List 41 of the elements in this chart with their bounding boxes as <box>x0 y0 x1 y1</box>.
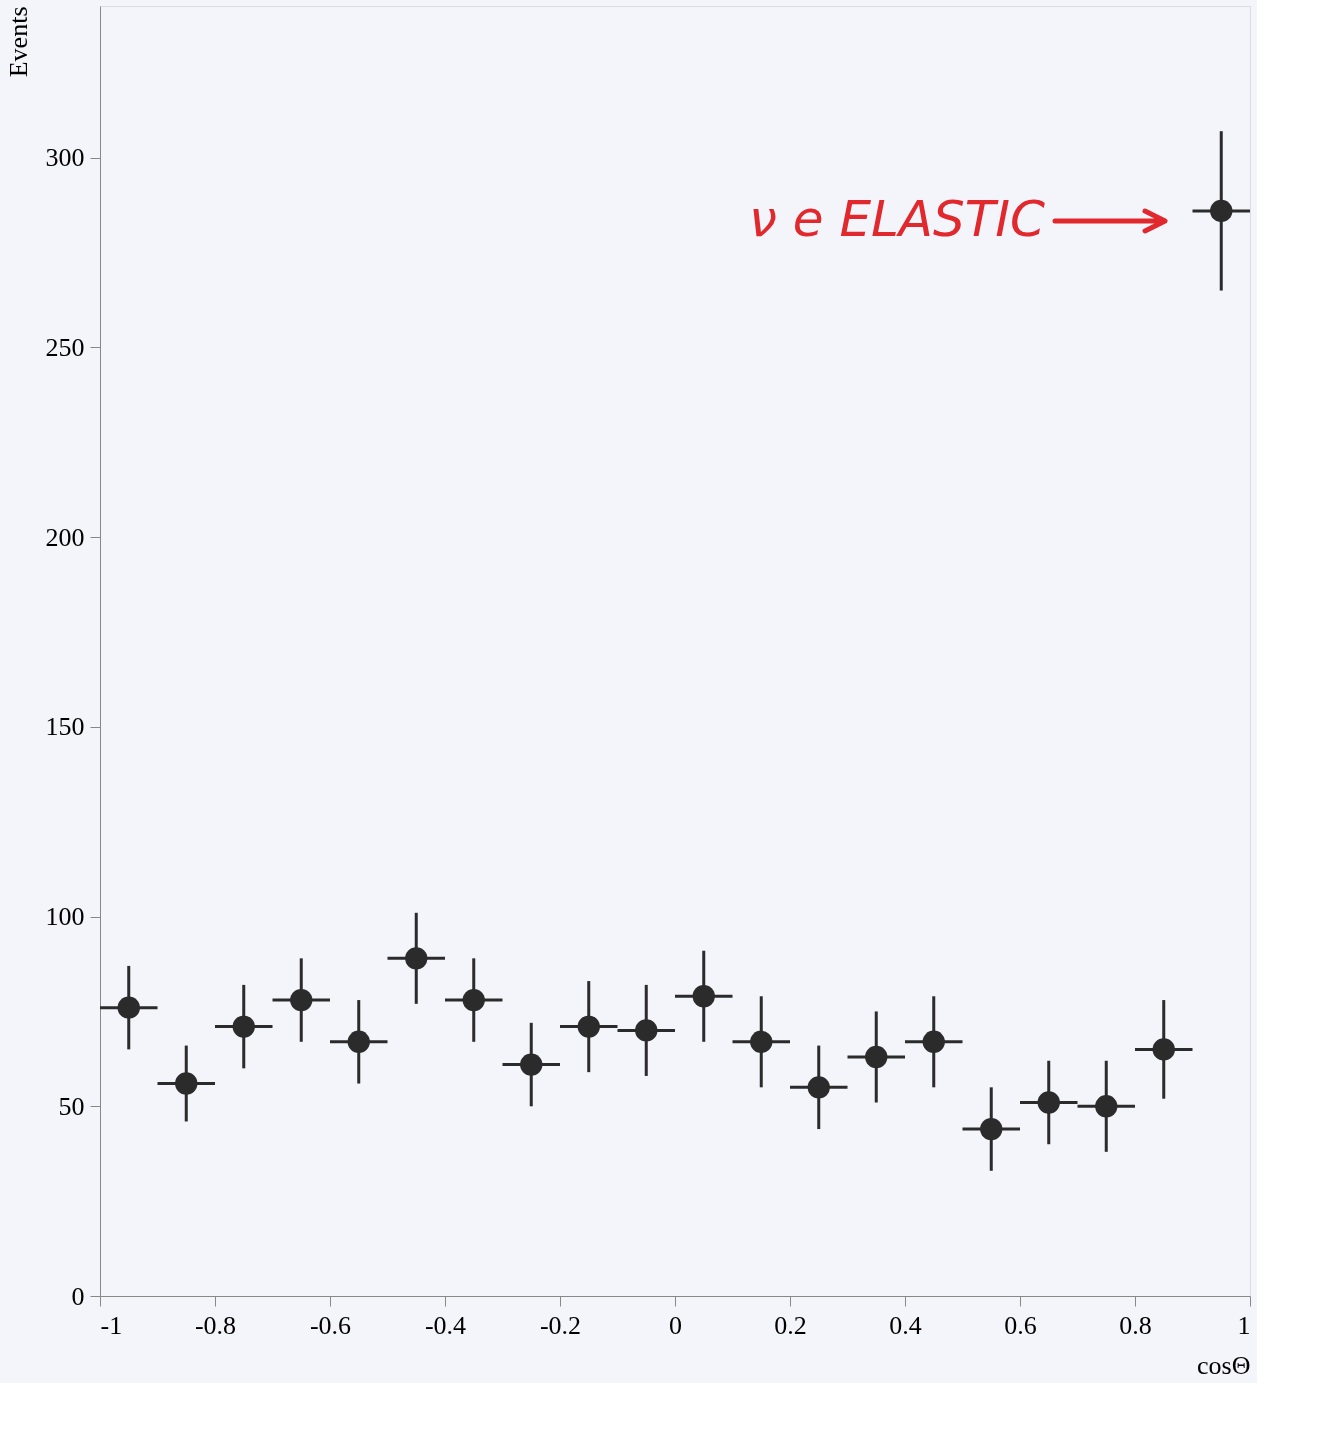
point <box>1095 1095 1118 1118</box>
point <box>520 1053 543 1076</box>
point <box>807 1076 830 1099</box>
point <box>1037 1091 1060 1114</box>
point <box>1152 1038 1175 1061</box>
x-tick-label: -0.6 <box>309 1310 352 1340</box>
x-tick-label: 0.6 <box>1004 1310 1037 1340</box>
x-tick-label: -0.4 <box>424 1310 467 1340</box>
point <box>462 988 485 1012</box>
point <box>865 1045 888 1069</box>
y-tick-label: 100 <box>45 902 85 932</box>
x-tick-label: -0.8 <box>194 1310 237 1340</box>
point <box>232 1015 255 1038</box>
y-axis-title: Events <box>3 6 33 78</box>
x-tick-label: 0.8 <box>1119 1310 1152 1340</box>
x-tick-label: 0.4 <box>889 1310 922 1340</box>
y-tick-label: 200 <box>45 522 85 552</box>
x-tick-label: 0 <box>669 1310 682 1340</box>
point <box>692 985 715 1008</box>
x-tick-label: -0.2 <box>539 1310 582 1340</box>
y-tick-label: 50 <box>58 1091 85 1121</box>
point <box>1210 199 1233 223</box>
x-tick-label: 1 <box>1237 1310 1251 1340</box>
point <box>980 1117 1003 1141</box>
annotation: ν e ELASTIC <box>748 190 1046 248</box>
y-tick-label: 300 <box>45 143 85 173</box>
point <box>175 1072 198 1095</box>
point <box>405 947 428 970</box>
point <box>922 1030 945 1053</box>
x-tick-label: -1 <box>100 1310 123 1340</box>
point <box>577 1015 600 1038</box>
point <box>750 1030 773 1053</box>
x-axis-title: cosΘ <box>1197 1350 1251 1380</box>
point <box>635 1019 658 1042</box>
point <box>347 1030 370 1053</box>
point <box>290 988 313 1012</box>
point <box>117 996 140 1019</box>
x-tick-label: 0.2 <box>774 1310 807 1340</box>
y-tick-label: 250 <box>45 332 85 362</box>
y-tick-label: 0 <box>71 1281 85 1311</box>
y-tick-label: 150 <box>45 712 85 742</box>
